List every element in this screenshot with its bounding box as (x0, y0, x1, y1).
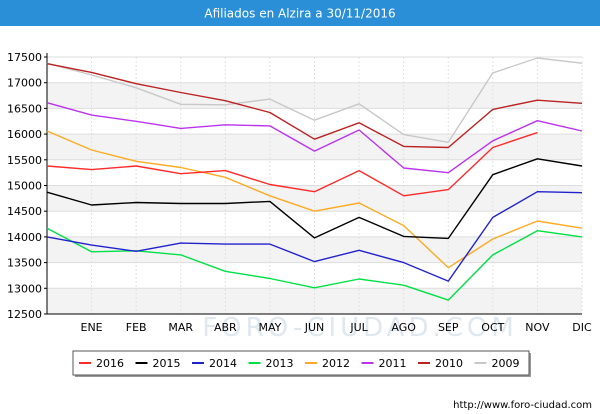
series-line-2009 (46, 57, 583, 144)
x-tick-label: ENE (81, 321, 103, 334)
series-line-2010 (46, 63, 583, 149)
footer-url: http://www.foro-ciudad.com (453, 400, 592, 411)
legend-label-2009: 2009 (492, 357, 520, 370)
y-tick-label: 17000 (7, 77, 42, 90)
series-line-2012 (46, 130, 583, 269)
y-tick-label: 13500 (7, 257, 42, 270)
x-tick-label: SEP (438, 321, 459, 334)
y-tick-label: 13000 (7, 282, 42, 295)
y-tick-label: 15500 (7, 154, 42, 167)
x-axis: ENE FEB MAR ABR MAY JUN JUL AGO SEP OCT NOV DIC (47, 313, 592, 334)
legend-box (72, 350, 530, 376)
title-bar (0, 0, 600, 26)
y-tick-label: 17500 (7, 51, 42, 64)
chart-title: Afiliados en Alzira a 30/11/2016 (204, 7, 395, 21)
x-tick-label: MAY (258, 321, 281, 334)
series-line-2011 (46, 102, 583, 174)
x-tick-label: JUL (349, 321, 368, 334)
legend: 2016 2015 2014 2013 2012 2011 2010 2009 (72, 350, 531, 377)
legend-label-2013: 2013 (266, 357, 294, 370)
x-tick-label: NOV (525, 321, 550, 334)
legend-label-2010: 2010 (435, 357, 463, 370)
legend-label-2012: 2012 (322, 357, 350, 370)
x-tick-label: ABR (214, 321, 237, 334)
series-lines (46, 57, 583, 301)
grid-lines (47, 56, 583, 315)
y-tick-label: 16000 (7, 128, 42, 141)
y-tick-label: 12500 (7, 308, 42, 321)
y-tick-label: 16500 (7, 102, 42, 115)
y-tick-label: 14000 (7, 231, 42, 244)
x-tick-label: OCT (481, 321, 504, 334)
x-tick-label: DIC (572, 321, 592, 334)
series-line-2014 (46, 190, 583, 282)
y-tick-label: 14500 (7, 205, 42, 218)
watermark: FORO-CIUDAD.COM (202, 313, 518, 343)
x-tick-label: AGO (391, 321, 416, 334)
legend-label-2011: 2011 (379, 357, 407, 370)
y-tick-label: 15000 (7, 180, 42, 193)
x-tick-label: MAR (168, 321, 193, 334)
series-line-2016 (46, 131, 538, 197)
series-line-2015 (46, 158, 583, 240)
x-tick-label: JUN (304, 321, 325, 334)
y-axis: 12500 13000 13500 14000 14500 15000 15500 16000… (7, 51, 48, 321)
legend-label-2016: 2016 (96, 357, 124, 370)
plot-band (47, 211, 582, 237)
x-tick-label: FEB (126, 321, 147, 334)
legend-label-2014: 2014 (209, 357, 237, 370)
legend-label-2015: 2015 (153, 357, 181, 370)
